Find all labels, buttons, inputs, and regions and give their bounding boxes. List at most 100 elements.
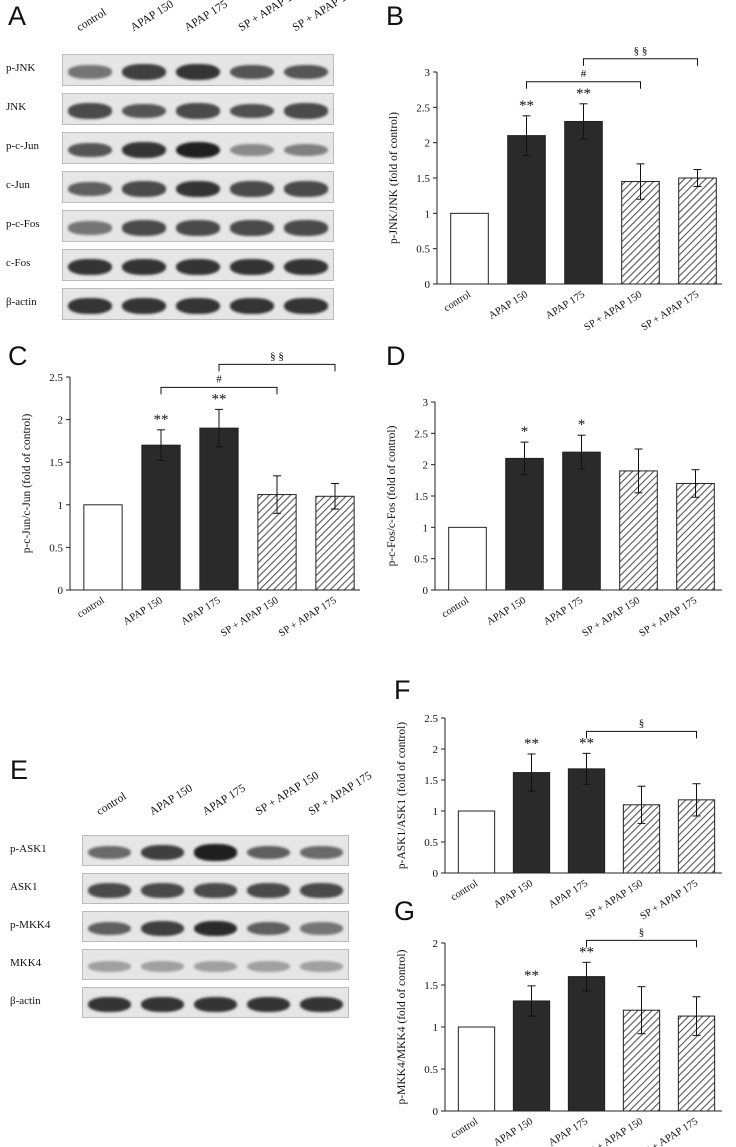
blot-band — [284, 64, 328, 80]
significance-bracket-c — [218, 363, 336, 372]
y-axis-title-d: p-c-Fos/c-Fos (fold of control) — [386, 425, 398, 566]
blot-band — [176, 103, 220, 119]
bar-g-control — [457, 1026, 496, 1112]
blot-band — [88, 996, 131, 1013]
blot-band — [141, 920, 184, 937]
significance-bracket-c — [160, 386, 278, 395]
y-tick-label-g: 0 — [433, 1106, 439, 1118]
blot-strip — [82, 835, 349, 866]
x-tick-label-b: APAP 175 — [544, 289, 587, 322]
blot-strip — [62, 171, 334, 203]
blot-band — [300, 845, 343, 860]
x-tick-label-c: APAP 150 — [122, 595, 165, 628]
blot-row-label-p-c-fos: p-c-Fos — [6, 218, 40, 230]
y-tick-label-b: 1.5 — [416, 173, 430, 185]
blot-strip — [82, 987, 349, 1018]
blot-band — [300, 960, 343, 973]
x-tick-label-g: APAP 150 — [492, 1116, 535, 1147]
blot-band — [68, 65, 112, 79]
blot-band — [122, 64, 166, 80]
blot-strip — [62, 132, 334, 164]
blot-band — [300, 996, 343, 1013]
blot-band — [284, 181, 328, 197]
x-tick-label-b: APAP 150 — [487, 289, 530, 322]
y-tick-label-d: 2 — [423, 460, 429, 472]
y-tick-label-d: 1 — [423, 522, 429, 534]
significance-stars-c: ** — [154, 412, 169, 428]
blot-band — [230, 181, 274, 197]
x-tick-label-f: SP + APAP 150 — [584, 878, 646, 922]
x-tick-label-b: SP + APAP 150 — [583, 289, 645, 333]
blot-strip — [62, 288, 334, 320]
y-tick-label-g: 2 — [433, 938, 439, 950]
blot-band — [176, 141, 220, 159]
blot-band — [68, 221, 112, 235]
bar-d-control — [448, 526, 487, 591]
x-tick-label-f: control — [449, 878, 480, 903]
y-tick-label-d: 1.5 — [414, 491, 428, 503]
blot-strip — [62, 54, 334, 86]
blot-band — [247, 960, 290, 973]
x-tick-label-c: SP + APAP 175 — [277, 595, 339, 639]
significance-bracket-f — [586, 730, 697, 739]
bar-b-apap-175 — [564, 120, 603, 285]
bar-f-sp-apap-175 — [677, 799, 716, 874]
blot-band — [68, 258, 112, 276]
blot-row-label-mkk4: MKK4 — [10, 956, 42, 969]
bar-f-apap-150 — [512, 772, 551, 874]
blot-row-label-c-fos: c-Fos — [6, 257, 31, 269]
blot-band — [284, 220, 328, 236]
x-tick-label-f: APAP 175 — [547, 878, 590, 911]
x-tick-label-g: APAP 175 — [547, 1116, 590, 1147]
x-tick-label-d: SP + APAP 150 — [581, 595, 643, 639]
blot-band — [300, 922, 343, 935]
blot-band — [194, 960, 237, 973]
y-tick-label-f: 2 — [433, 744, 439, 756]
bracket-label-c: # — [216, 373, 222, 385]
bracket-label-g: § — [639, 926, 645, 938]
bar-d-apap-175 — [562, 451, 601, 591]
panel-letter-b: B — [386, 1, 405, 31]
blot-row-label-actin: β-actin — [10, 994, 41, 1007]
y-tick-label-g: 0.5 — [424, 1064, 438, 1076]
bar-b-control — [450, 212, 489, 285]
y-tick-label-f: 1 — [433, 806, 439, 818]
blot-band — [176, 220, 220, 236]
blot-band — [68, 297, 112, 315]
blot-strip — [82, 911, 349, 942]
blot-row-label-actin: β-actin — [6, 296, 37, 308]
blot-band — [88, 960, 131, 973]
x-tick-label-d: SP + APAP 175 — [638, 595, 700, 639]
blot-band — [230, 64, 274, 80]
panel-letter-g: G — [394, 896, 416, 926]
blot-row-label-p-ask1: p-ASK1 — [10, 842, 47, 855]
x-tick-label-d: control — [440, 595, 471, 620]
blot-band — [88, 845, 131, 860]
blot-row-label-jnk: JNK — [6, 101, 27, 113]
significance-bracket-b — [526, 81, 641, 89]
panel-letter-d: D — [386, 341, 406, 371]
bracket-label-b: # — [581, 68, 587, 80]
blot-row-label-c-jun: c-Jun — [6, 179, 30, 191]
y-tick-label-c: 0 — [58, 585, 64, 597]
x-tick-label-f: SP + APAP 175 — [639, 878, 701, 922]
blot-band — [284, 103, 328, 119]
bar-f-apap-175 — [567, 768, 606, 874]
blot-band — [194, 920, 237, 937]
blot-band — [230, 258, 274, 276]
y-axis-title-b: p-JNK/JNK (fold of control) — [388, 112, 400, 244]
y-tick-label-b: 0 — [425, 279, 431, 291]
blot-band — [284, 258, 328, 276]
significance-stars-b: ** — [576, 86, 591, 102]
x-tick-label-g: SP + APAP 150 — [584, 1116, 646, 1147]
blot-band — [176, 180, 220, 198]
significance-bracket-b — [583, 58, 698, 66]
blot-row-label-ask1: ASK1 — [10, 880, 38, 893]
x-tick-label-c: SP + APAP 150 — [219, 595, 281, 639]
blot-strip — [62, 93, 334, 125]
y-axis-title-f: p-ASK1/ASK1 (fold of control) — [396, 722, 408, 869]
x-tick-label-c: APAP 175 — [180, 595, 223, 628]
x-tick-label-c: control — [76, 595, 107, 620]
blot-strip — [82, 949, 349, 980]
